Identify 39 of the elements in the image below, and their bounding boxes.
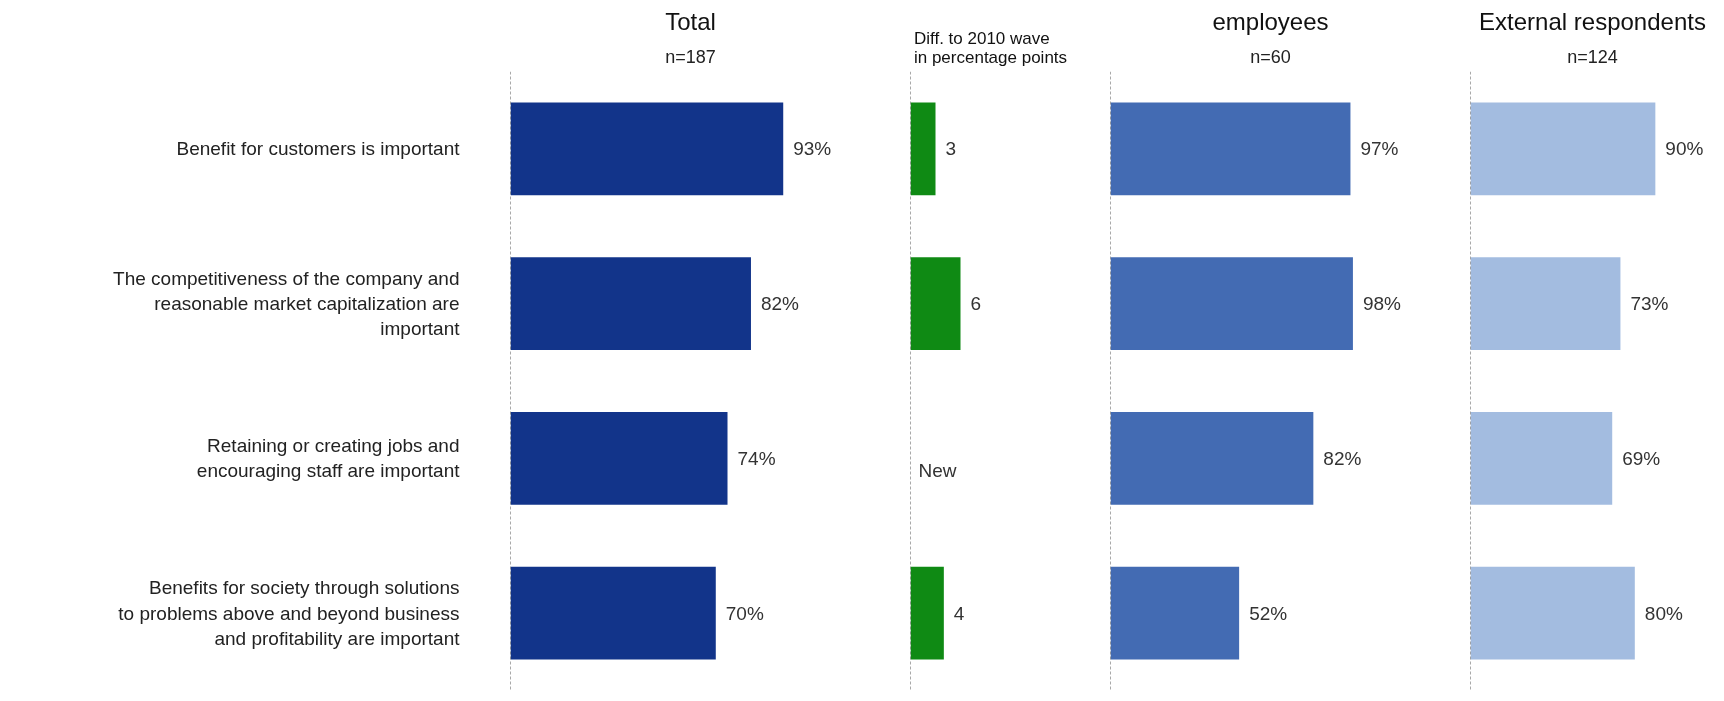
data-label: 90% (1665, 138, 1704, 160)
bar (1110, 102, 1351, 196)
chart-title: Diff. to 2010 wave in percentage points (913, 28, 1068, 67)
bar (510, 102, 784, 196)
data-label: 4 (953, 602, 965, 624)
data-label: 97% (1360, 138, 1399, 160)
data-label: 82% (760, 293, 800, 315)
data-label: 69% (1622, 447, 1661, 469)
chart-subtitle: n=60 (1250, 46, 1291, 67)
data-label: 98% (1362, 293, 1402, 315)
data-label: 73% (1630, 293, 1669, 315)
data-label: 70% (725, 602, 764, 624)
chart-subtitle: n=124 (1567, 46, 1618, 67)
data-label: 6 (970, 293, 982, 315)
data-label: 93% (793, 138, 832, 160)
bar (1470, 257, 1621, 351)
bar (510, 566, 716, 660)
data-label: 82% (1323, 447, 1362, 469)
y-tick-label: Benefit for customers is important (176, 138, 461, 160)
bar (510, 411, 728, 505)
y-tick-label: The competitiveness of the company and reasonable market capitalization are important (113, 267, 461, 340)
chart-title: External respondents (1479, 7, 1706, 35)
y-tick-label: Retaining or creating jobs and encouraging staff are important (196, 435, 461, 482)
data-label: 74% (737, 447, 776, 469)
data-label: 52% (1249, 602, 1288, 624)
bar (1110, 411, 1314, 505)
bar (1470, 102, 1656, 196)
text: New (918, 459, 957, 481)
chart-title: employees (1212, 7, 1329, 35)
y-tick-label: Benefits for society through solutions to problems above and beyond business and profitability are important (118, 577, 461, 649)
chart-subtitle: n=187 (665, 46, 716, 67)
chart-title: Total (665, 7, 716, 35)
bar (1470, 411, 1613, 505)
bar (1110, 566, 1240, 660)
bar (510, 257, 751, 351)
bar (1470, 566, 1635, 660)
bar (1110, 257, 1353, 351)
data-label: 80% (1644, 602, 1683, 624)
data-label: 3 (945, 138, 957, 160)
